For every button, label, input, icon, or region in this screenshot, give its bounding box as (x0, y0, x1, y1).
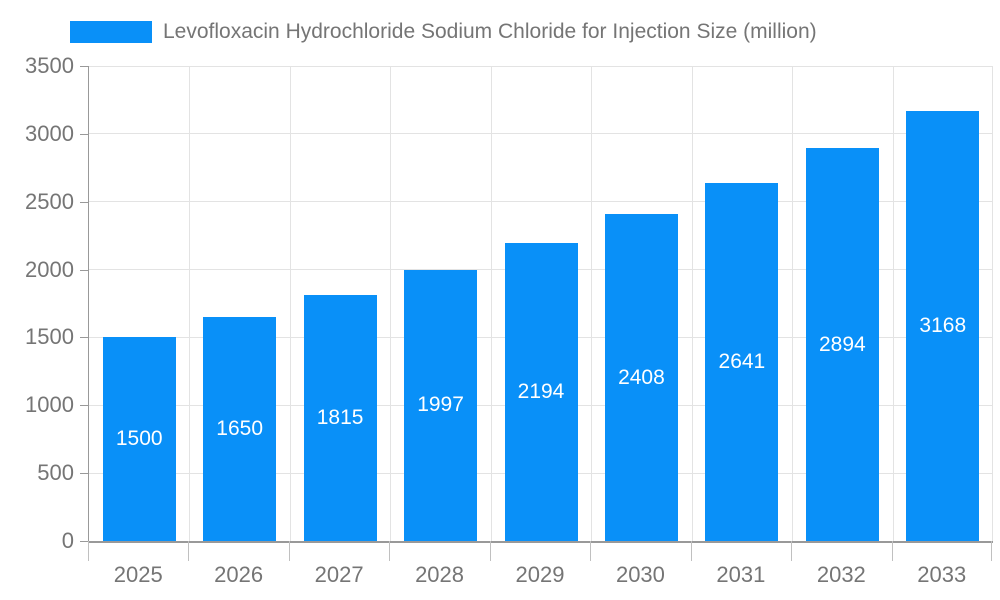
x-grid-line (490, 66, 492, 541)
x-tick-label: 2029 (515, 562, 565, 587)
x-tick-mark (791, 541, 793, 561)
x-tick-mark (590, 541, 592, 561)
y-grid-line (89, 201, 993, 203)
x-tick-label: 2028 (415, 562, 465, 587)
legend-swatch (70, 21, 152, 43)
x-tick-mark (891, 541, 893, 561)
x-tick-label: 2027 (314, 562, 364, 587)
x-tick-mark (389, 541, 391, 561)
bar[interactable]: 3168 (906, 111, 980, 541)
x-grid-line (390, 66, 392, 541)
chart-title: Levofloxacin Hydrochloride Sodium Chlori… (163, 20, 817, 43)
y-tick-label: 0 (61, 528, 74, 553)
y-tick-mark (80, 66, 88, 67)
bar-value-label: 2894 (818, 332, 866, 356)
y-tick-mark (80, 405, 88, 407)
y-tick-label: 2000 (25, 256, 74, 282)
y-tick-mark (80, 269, 88, 271)
y-grid-line (89, 133, 993, 135)
x-tick-label: 2032 (816, 562, 866, 587)
bar[interactable]: 2894 (805, 148, 879, 541)
y-grid-line (89, 65, 993, 67)
bar[interactable]: 1815 (303, 294, 377, 541)
bar-value-label: 3168 (919, 314, 967, 338)
x-tick-mark (288, 541, 290, 561)
y-tick-label: 500 (37, 460, 74, 486)
y-tick-label: 2500 (25, 188, 74, 214)
x-grid-line (892, 66, 894, 541)
y-tick-label: 1500 (25, 324, 74, 350)
x-grid-line (992, 66, 993, 541)
x-grid-line (691, 66, 693, 541)
x-tick-label: 2033 (917, 562, 967, 587)
bar[interactable]: 2641 (705, 182, 779, 541)
x-grid-line (289, 66, 291, 541)
x-grid-line (591, 66, 593, 541)
bar-value-label: 1500 (115, 427, 163, 451)
bar-value-label: 1997 (417, 393, 464, 417)
bar[interactable]: 2408 (604, 214, 678, 541)
y-tick-mark (80, 133, 88, 135)
y-tick-mark (80, 201, 88, 203)
x-tick-mark (88, 541, 89, 561)
bar[interactable]: 1997 (404, 269, 478, 541)
y-tick-label: 3000 (25, 120, 74, 146)
x-tick-label: 2030 (615, 562, 665, 587)
x-tick-mark (489, 541, 491, 561)
bar[interactable]: 1500 (102, 337, 176, 541)
x-grid-line (189, 66, 191, 541)
bar-value-label: 2641 (718, 349, 766, 373)
x-grid-line (792, 66, 794, 541)
x-tick-mark (690, 541, 692, 561)
y-tick-label: 3500 (25, 53, 74, 78)
y-tick-mark (80, 337, 88, 339)
y-tick-mark (80, 541, 88, 542)
bar-value-label: 1815 (316, 405, 364, 429)
x-tick-mark (188, 541, 190, 561)
plot-area: 1500 1650 1815 1997 2194 2408 2641 2894 3168 (88, 65, 993, 543)
x-tick-label: 2025 (113, 562, 163, 587)
x-tick-label: 2026 (214, 562, 264, 587)
bar[interactable]: 1650 (203, 317, 277, 541)
bar-value-label: 2194 (517, 380, 565, 404)
y-tick-mark (80, 473, 88, 475)
legend-item[interactable]: Levofloxacin Hydrochloride Sodium Chlori… (70, 21, 817, 43)
y-tick-label: 1000 (25, 392, 74, 418)
bar[interactable]: 2194 (504, 243, 578, 541)
bar-value-label: 1650 (216, 417, 264, 441)
x-tick-mark (991, 541, 992, 561)
bar-value-label: 2408 (618, 365, 665, 389)
x-tick-label: 2031 (716, 562, 766, 587)
